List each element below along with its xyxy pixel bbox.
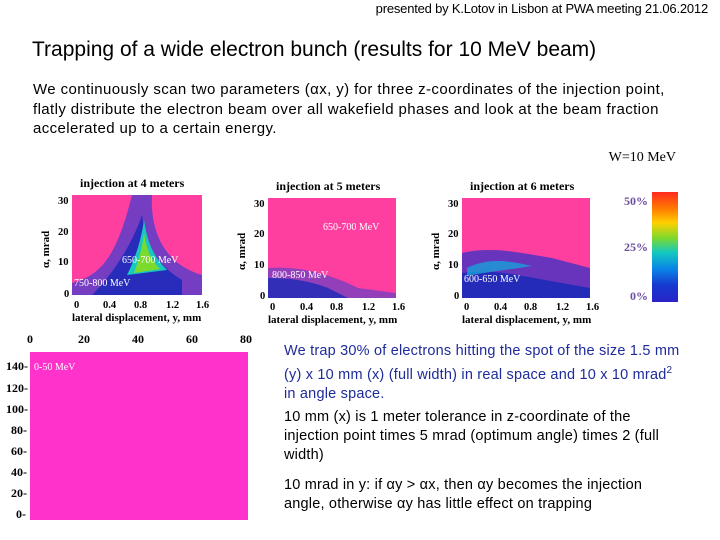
y-tick: 140- [6, 359, 28, 373]
x-tick: 1.2 [556, 302, 570, 313]
x-tick: 0.8 [524, 302, 538, 313]
x-tick: 80 [240, 332, 252, 346]
y-tick: 0 [260, 291, 266, 302]
y-tick: 60- [11, 444, 27, 458]
plot-title: injection at 6 meters [470, 179, 575, 193]
band-label: 650-700 MeV [122, 255, 179, 266]
x-tick: 0.4 [300, 302, 314, 313]
x-tick: 1.2 [362, 302, 376, 313]
x-tick: 0 [464, 302, 470, 313]
angle-paragraph: 10 mrad in y: if αy > αx, then αy become… [284, 477, 643, 512]
y-tick: 10 [448, 260, 459, 271]
x-axis-label: lateral displacement, y, mm [268, 314, 398, 326]
legend-label: 25% [624, 240, 648, 254]
x-axis-label: lateral displacement, y, mm [72, 312, 202, 324]
x-axis-label: lateral displacement, y, mm [462, 314, 592, 326]
x-tick: 0 [27, 332, 33, 346]
plot-title: injection at 5 meters [276, 179, 381, 193]
tolerance-paragraph: 10 mm (x) is 1 meter tolerance in z-coor… [284, 409, 660, 463]
plot-panel: 650-700 MeV 800-850 MeV [268, 198, 396, 298]
plot-panel: 0-50 MeV [30, 352, 248, 520]
x-tick: 1.6 [196, 300, 210, 311]
y-tick: 20 [254, 229, 265, 240]
y-tick: 30 [254, 199, 265, 210]
y-axis-label: α, mrad [40, 230, 52, 268]
legend-label: 50% [624, 194, 648, 208]
plot-title: injection at 4 meters [80, 176, 185, 190]
plot-panel: 600-650 MeV [462, 198, 590, 298]
x-tick: 0.8 [330, 302, 344, 313]
y-tick: 0- [16, 507, 26, 521]
trapping-map [268, 267, 396, 298]
trap-fraction-paragraph: We trap 30% of electrons hitting the spo… [284, 343, 680, 402]
y-tick: 30 [448, 199, 459, 210]
y-tick: 80- [11, 423, 27, 437]
x-tick: 0 [270, 302, 276, 313]
x-tick: 60 [186, 332, 198, 346]
y-tick: 120- [6, 381, 28, 395]
y-tick: 20 [58, 227, 69, 238]
y-tick: 20 [448, 229, 459, 240]
x-tick: 0 [74, 300, 80, 311]
y-tick: 100- [6, 402, 28, 416]
x-tick: 1.2 [166, 300, 180, 311]
y-tick: 0 [64, 289, 70, 300]
presenter-header: presented by K.Lotov in Lisbon at PWA me… [375, 1, 709, 16]
plot-panel: 650-700 MeV 750-800 MeV [72, 195, 202, 295]
y-axis-label: α, mrad [430, 232, 442, 270]
x-tick: 40 [132, 332, 144, 346]
band-label: 0-50 MeV [34, 362, 76, 373]
band-label: 750-800 MeV [74, 278, 131, 289]
y-tick: 0 [454, 291, 460, 302]
trapping-map [72, 195, 202, 295]
intro-paragraph: We continuously scan two parameters (αx,… [33, 81, 665, 137]
y-tick: 10 [254, 260, 265, 271]
x-tick: 20 [78, 332, 90, 346]
x-tick: 0.4 [103, 300, 117, 311]
legend-label: 0% [630, 289, 648, 303]
y-tick: 10 [58, 257, 69, 268]
energy-label: W=10 MeV [608, 150, 676, 165]
x-tick: 0.4 [494, 302, 508, 313]
color-scale-bar [652, 192, 678, 302]
x-tick: 1.6 [392, 302, 406, 313]
y-tick: 40- [11, 465, 27, 479]
band-label: 650-700 MeV [323, 222, 380, 233]
band-label: 600-650 MeV [464, 274, 521, 285]
band-label: 800-850 MeV [272, 270, 329, 281]
slide-title: Trapping of a wide electron bunch (resul… [32, 38, 597, 61]
y-tick: 30 [58, 196, 69, 207]
x-tick: 0.8 [134, 300, 148, 311]
y-tick: 20- [11, 486, 27, 500]
x-tick: 1.6 [586, 302, 600, 313]
trapping-map [462, 250, 590, 298]
y-axis-label: α, mrad [236, 232, 248, 270]
